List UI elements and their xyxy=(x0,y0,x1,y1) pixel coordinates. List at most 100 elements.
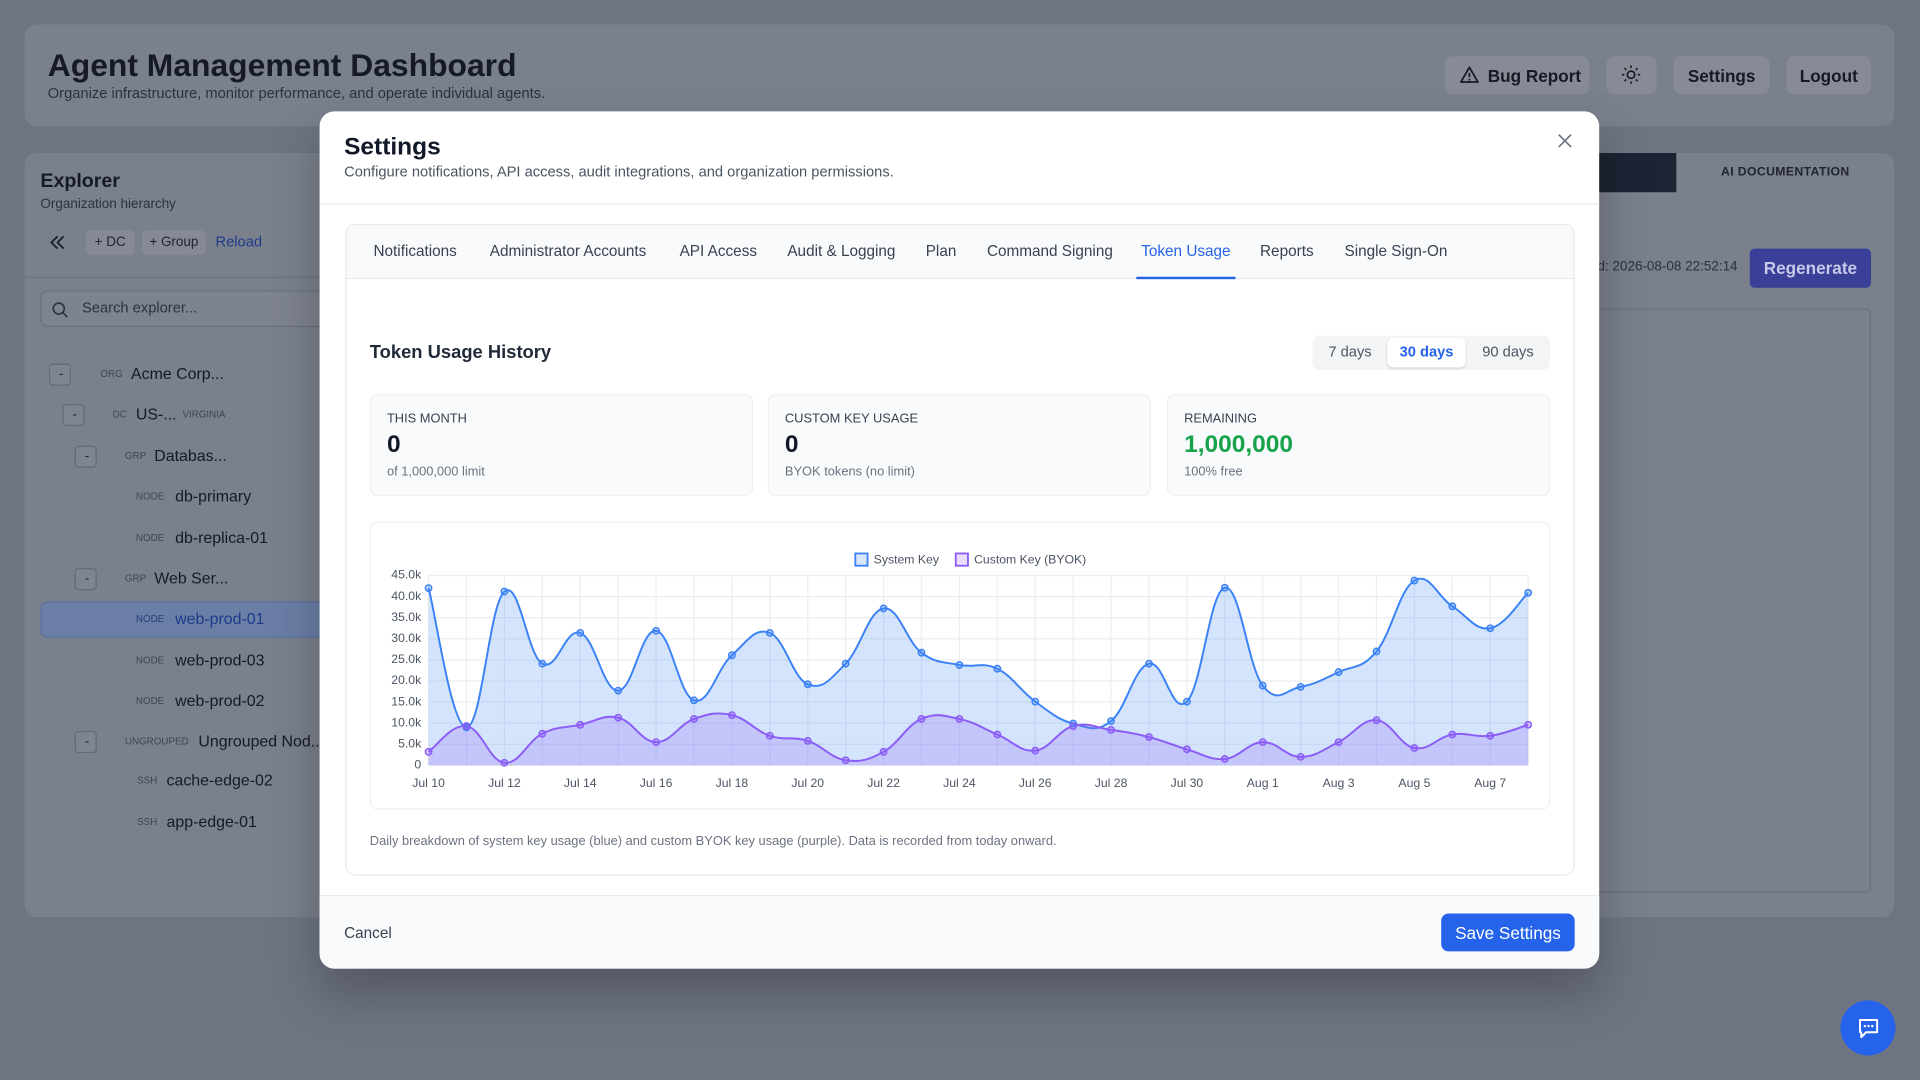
x-tick-label: Jul 30 xyxy=(1171,776,1204,790)
range-button[interactable]: 90 days xyxy=(1468,338,1548,367)
collapse-button[interactable] xyxy=(44,230,71,254)
tree-kind: ORG xyxy=(100,368,123,380)
save-button[interactable]: Save Settings xyxy=(1441,913,1575,952)
data-point xyxy=(690,714,698,723)
data-point xyxy=(841,659,850,668)
data-point xyxy=(1296,682,1305,691)
reload-link[interactable]: Reload xyxy=(215,232,263,251)
logout-button[interactable]: Logout xyxy=(1786,56,1872,95)
data-point xyxy=(917,714,926,723)
explorer-divider xyxy=(24,276,392,278)
x-tick-label: Aug 5 xyxy=(1398,776,1430,790)
legend-swatch xyxy=(854,552,869,567)
data-point xyxy=(614,686,623,695)
data-point xyxy=(1486,624,1495,633)
legend-label: Custom Key (BYOK) xyxy=(974,552,1086,566)
data-point xyxy=(576,720,585,729)
tree-toggle[interactable]: - xyxy=(74,568,97,591)
tree-label[interactable]: Web Ser... xyxy=(154,568,229,588)
stat-card: THIS MONTH 0 of 1,000,000 limit xyxy=(369,394,754,496)
settings-tab[interactable]: Reports xyxy=(1260,242,1314,260)
data-point xyxy=(538,729,547,738)
tree-label[interactable]: db-primary xyxy=(175,486,252,506)
tree-label[interactable]: US-... xyxy=(135,404,177,424)
add-group-label: + Group xyxy=(149,234,199,250)
data-point xyxy=(1296,752,1305,761)
x-tick-label: Jul 22 xyxy=(867,776,900,790)
data-point xyxy=(1182,745,1191,754)
tree-toggle[interactable]: - xyxy=(74,445,97,468)
range-button[interactable]: 30 days xyxy=(1387,337,1466,368)
settings-tab[interactable]: Audit & Logging xyxy=(787,242,896,260)
settings-tab[interactable]: Command Signing xyxy=(986,242,1113,260)
data-point xyxy=(500,587,509,596)
sun-icon xyxy=(1621,65,1641,84)
data-point xyxy=(1220,583,1229,592)
stat-label: THIS MONTH xyxy=(386,411,467,427)
stat-label: CUSTOM KEY USAGE xyxy=(784,411,919,427)
settings-tab[interactable]: API Access xyxy=(679,242,758,260)
stat-note: BYOK tokens (no limit) xyxy=(784,464,915,479)
series-area xyxy=(428,578,1529,766)
settings-tab[interactable]: Notifications xyxy=(373,242,457,260)
data-point xyxy=(1107,725,1115,734)
data-point xyxy=(841,756,850,765)
bug-report-button[interactable]: Bug Report xyxy=(1444,56,1590,95)
data-point xyxy=(690,696,698,705)
data-point xyxy=(1258,738,1267,747)
range-label: 90 days xyxy=(1482,343,1534,361)
data-point xyxy=(652,626,660,635)
chat-button[interactable] xyxy=(1840,1000,1896,1056)
data-point xyxy=(1372,716,1381,725)
x-tick-label: Jul 18 xyxy=(716,776,749,790)
data-point xyxy=(1182,697,1191,706)
y-tick-label: 45.0k xyxy=(391,568,422,582)
y-tick-label: 35.0k xyxy=(391,610,422,624)
data-point xyxy=(879,604,888,613)
tree-kind: SSH xyxy=(137,816,158,828)
close-icon xyxy=(1558,134,1572,148)
tree-label[interactable]: Databas... xyxy=(154,446,227,465)
data-point xyxy=(1069,722,1078,730)
tree-kind: DC xyxy=(112,408,127,420)
settings-tab[interactable]: Plan xyxy=(925,242,957,260)
tree-toggle[interactable]: - xyxy=(62,404,85,427)
tree-label[interactable]: web-prod-03 xyxy=(175,650,265,670)
y-tick-label: 25.0k xyxy=(391,652,422,666)
modal-header-divider xyxy=(319,203,1600,205)
tree-label[interactable]: web-prod-02 xyxy=(175,691,265,710)
y-tick-label: 30.0k xyxy=(391,631,422,645)
x-tick-label: Jul 10 xyxy=(412,776,445,790)
stat-value: 1,000,000 xyxy=(1184,431,1294,458)
modal-title: Settings xyxy=(344,133,441,161)
add-dc-button[interactable]: + DC xyxy=(85,230,135,255)
close-button[interactable] xyxy=(1555,131,1575,151)
x-tick-label: Jul 26 xyxy=(1019,776,1052,790)
add-group-button[interactable]: + Group xyxy=(142,230,206,255)
tree-label[interactable]: db-replica-01 xyxy=(175,528,269,547)
cancel-button[interactable]: Cancel xyxy=(344,924,392,942)
y-tick-label: 20.0k xyxy=(391,673,422,687)
tree-toggle-label: - xyxy=(58,367,64,382)
settings-tab[interactable]: Token Usage xyxy=(1141,242,1231,260)
stat-label: REMAINING xyxy=(1184,411,1257,427)
tree-label[interactable]: Ungrouped Nod... xyxy=(198,731,325,751)
tree-label[interactable]: app-edge-01 xyxy=(166,812,257,831)
tree-label[interactable]: web-prod-01 xyxy=(175,609,265,628)
tree-kind: NODE xyxy=(135,695,165,707)
generated-text: d: 2026-08-08 22:52:14 xyxy=(1597,259,1738,275)
tree-toggle[interactable]: - xyxy=(48,363,72,386)
settings-tab[interactable]: Single Sign-On xyxy=(1344,242,1448,260)
data-point xyxy=(1107,717,1115,725)
tree-label[interactable]: Acme Corp... xyxy=(131,364,224,383)
settings-button[interactable]: Settings xyxy=(1673,56,1770,95)
settings-tab[interactable]: Administrator Accounts xyxy=(489,242,647,260)
x-tick-label: Jul 28 xyxy=(1095,776,1128,790)
tree-kind: NODE xyxy=(135,532,165,544)
tree-label[interactable]: cache-edge-02 xyxy=(166,770,273,790)
theme-toggle-button[interactable] xyxy=(1606,56,1657,95)
regenerate-button[interactable]: Regenerate xyxy=(1749,248,1872,288)
x-tick-label: Aug 1 xyxy=(1247,776,1279,790)
range-button[interactable]: 7 days xyxy=(1315,338,1385,367)
tree-toggle[interactable]: - xyxy=(74,731,97,754)
